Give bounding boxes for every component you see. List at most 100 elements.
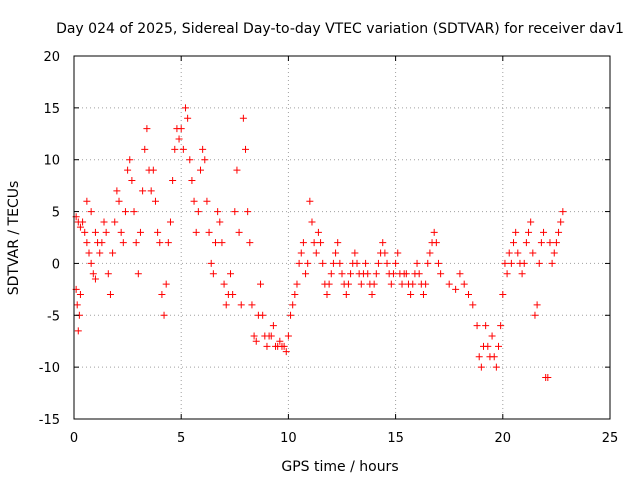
data-point-marker xyxy=(119,239,127,247)
data-point-marker xyxy=(559,208,567,216)
data-point-marker xyxy=(169,176,177,184)
data-point-marker xyxy=(141,145,149,153)
y-tick-label: 0 xyxy=(52,257,60,272)
data-point-marker xyxy=(525,228,533,236)
data-point-marker xyxy=(353,259,361,267)
data-point-marker xyxy=(196,166,204,174)
data-point-marker xyxy=(329,259,337,267)
data-point-marker xyxy=(269,322,277,330)
data-point-marker xyxy=(74,327,82,335)
data-point-marker xyxy=(91,275,99,283)
y-tick-label: 15 xyxy=(43,102,60,117)
data-point-marker xyxy=(550,249,558,257)
data-point-marker xyxy=(383,259,391,267)
data-point-marker xyxy=(212,239,220,247)
data-point-marker xyxy=(126,156,134,164)
data-point-marker xyxy=(83,239,91,247)
data-point-marker xyxy=(96,249,104,257)
data-point-marker xyxy=(484,342,492,350)
data-point-marker xyxy=(362,259,370,267)
data-point-marker xyxy=(111,218,119,226)
data-point-marker xyxy=(237,301,245,309)
data-point-marker xyxy=(239,114,247,122)
x-tick-label: 20 xyxy=(495,431,512,446)
data-point-marker xyxy=(302,270,310,278)
data-point-marker xyxy=(394,249,402,257)
x-tick-label: 5 xyxy=(177,431,185,446)
data-point-marker xyxy=(87,259,95,267)
data-point-marker xyxy=(115,197,123,205)
data-point-marker xyxy=(297,249,305,257)
data-point-marker xyxy=(244,208,252,216)
data-point-marker xyxy=(134,270,142,278)
data-point-marker xyxy=(192,228,200,236)
data-point-marker xyxy=(139,187,147,195)
data-point-marker xyxy=(499,291,507,299)
data-point-marker xyxy=(98,239,106,247)
data-point-marker xyxy=(289,301,297,309)
data-point-marker xyxy=(287,311,295,319)
data-point-marker xyxy=(497,322,505,330)
data-point-marker xyxy=(402,270,410,278)
y-tick-label: 10 xyxy=(43,154,60,169)
data-point-marker xyxy=(76,291,84,299)
data-point-marker xyxy=(89,270,97,278)
x-tick-label: 15 xyxy=(387,431,404,446)
data-point-marker xyxy=(332,249,340,257)
points-layer xyxy=(72,104,567,382)
data-point-marker xyxy=(387,280,395,288)
data-point-marker xyxy=(308,218,316,226)
data-point-marker xyxy=(552,239,560,247)
data-point-marker xyxy=(482,322,490,330)
data-point-marker xyxy=(117,228,125,236)
data-point-marker xyxy=(460,280,468,288)
data-point-marker xyxy=(445,280,453,288)
data-point-marker xyxy=(214,208,222,216)
grid-layer xyxy=(74,56,610,419)
data-point-marker xyxy=(522,239,530,247)
data-point-marker xyxy=(374,259,382,267)
data-point-marker xyxy=(357,280,365,288)
data-point-marker xyxy=(503,270,511,278)
data-point-marker xyxy=(389,270,397,278)
plot-frame xyxy=(73,55,611,420)
data-point-marker xyxy=(312,249,320,257)
data-point-marker xyxy=(434,259,442,267)
data-point-marker xyxy=(452,285,460,293)
data-point-marker xyxy=(546,239,554,247)
data-point-marker xyxy=(73,301,81,309)
data-point-marker xyxy=(252,337,260,345)
y-tick-label: 5 xyxy=(52,206,60,221)
data-point-marker xyxy=(293,280,301,288)
data-point-marker xyxy=(501,259,509,267)
data-point-marker xyxy=(188,176,196,184)
data-point-marker xyxy=(136,228,144,236)
data-point-marker xyxy=(507,259,515,267)
data-point-marker xyxy=(83,197,91,205)
data-point-marker xyxy=(85,249,93,257)
data-point-marker xyxy=(87,208,95,216)
data-point-marker xyxy=(106,291,114,299)
data-point-marker xyxy=(128,176,136,184)
data-point-marker xyxy=(160,311,168,319)
data-point-marker xyxy=(242,145,250,153)
data-point-marker xyxy=(100,218,108,226)
data-point-marker xyxy=(381,249,389,257)
y-tick-label: -5 xyxy=(47,309,60,324)
data-point-marker xyxy=(177,125,185,133)
data-point-marker xyxy=(79,218,87,226)
y-tick-label: -15 xyxy=(39,413,60,428)
data-point-marker xyxy=(220,280,228,288)
data-point-marker xyxy=(488,332,496,340)
data-point-marker xyxy=(413,259,421,267)
data-point-marker xyxy=(190,197,198,205)
data-point-marker xyxy=(535,259,543,267)
data-point-marker xyxy=(81,228,89,236)
data-point-marker xyxy=(370,280,378,288)
data-point-marker xyxy=(229,291,237,299)
data-point-marker xyxy=(91,228,99,236)
data-point-marker xyxy=(154,228,162,236)
data-point-marker xyxy=(76,223,84,231)
data-point-marker xyxy=(203,197,211,205)
